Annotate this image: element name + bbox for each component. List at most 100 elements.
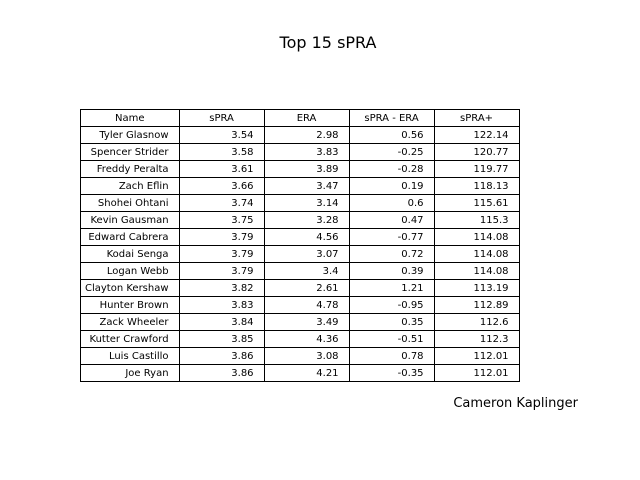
cell-spra-plus: 115.3 xyxy=(433,211,520,229)
cell-spra-minus-era: 0.47 xyxy=(348,211,435,229)
cell-spra: 3.83 xyxy=(178,296,265,314)
cell-spra-plus: 120.77 xyxy=(433,143,520,161)
cell-name: Logan Webb xyxy=(80,262,180,280)
cell-spra-plus: 114.08 xyxy=(433,228,520,246)
cell-spra-minus-era: -0.28 xyxy=(348,160,435,178)
table-row: Tyler Glasnow 3.54 2.98 0.56 122.14 xyxy=(80,126,520,144)
column-header-spra-plus: sPRA+ xyxy=(433,109,520,127)
cell-spra: 3.54 xyxy=(178,126,265,144)
cell-spra-minus-era: 0.72 xyxy=(348,245,435,263)
table-row: Joe Ryan 3.86 4.21 -0.35 112.01 xyxy=(80,364,520,382)
table-body: Tyler Glasnow 3.54 2.98 0.56 122.14 Spencer S… xyxy=(80,126,520,382)
header-row: Name sPRA ERA sPRA - ERA sPRA+ xyxy=(80,109,520,127)
table-row: Freddy Peralta 3.61 3.89 -0.28 119.77 xyxy=(80,160,520,178)
table-row: Kevin Gausman 3.75 3.28 0.47 115.3 xyxy=(80,211,520,229)
table-row: Edward Cabrera 3.79 4.56 -0.77 114.08 xyxy=(80,228,520,246)
cell-spra: 3.66 xyxy=(178,177,265,195)
cell-spra-minus-era: 0.6 xyxy=(348,194,435,212)
cell-spra: 3.79 xyxy=(178,245,265,263)
cell-spra: 3.85 xyxy=(178,330,265,348)
cell-name: Luis Castillo xyxy=(80,347,180,365)
cell-spra-plus: 112.01 xyxy=(433,364,520,382)
cell-spra: 3.61 xyxy=(178,160,265,178)
cell-era: 3.14 xyxy=(263,194,350,212)
table-row: Kutter Crawford 3.85 4.36 -0.51 112.3 xyxy=(80,330,520,348)
cell-era: 4.36 xyxy=(263,330,350,348)
column-header-era: ERA xyxy=(263,109,350,127)
cell-name: Hunter Brown xyxy=(80,296,180,314)
cell-spra-minus-era: 0.78 xyxy=(348,347,435,365)
column-header-spra-minus-era: sPRA - ERA xyxy=(348,109,435,127)
cell-spra-minus-era: -0.77 xyxy=(348,228,435,246)
cell-spra-plus: 112.89 xyxy=(433,296,520,314)
cell-spra: 3.74 xyxy=(178,194,265,212)
cell-spra-plus: 112.3 xyxy=(433,330,520,348)
cell-era: 3.49 xyxy=(263,313,350,331)
chart-title: Top 15 sPRA xyxy=(279,33,377,52)
cell-spra-minus-era: 0.35 xyxy=(348,313,435,331)
cell-era: 3.28 xyxy=(263,211,350,229)
cell-spra-plus: 112.01 xyxy=(433,347,520,365)
column-header-name: Name xyxy=(80,109,180,127)
cell-spra-minus-era: 0.39 xyxy=(348,262,435,280)
cell-era: 2.61 xyxy=(263,279,350,297)
cell-name: Clayton Kershaw xyxy=(80,279,180,297)
cell-spra-plus: 122.14 xyxy=(433,126,520,144)
cell-era: 3.07 xyxy=(263,245,350,263)
cell-era: 3.4 xyxy=(263,262,350,280)
cell-name: Joe Ryan xyxy=(80,364,180,382)
cell-spra: 3.82 xyxy=(178,279,265,297)
cell-era: 3.83 xyxy=(263,143,350,161)
cell-name: Kodai Senga xyxy=(80,245,180,263)
column-header-spra: sPRA xyxy=(178,109,265,127)
cell-name: Edward Cabrera xyxy=(80,228,180,246)
cell-name: Kutter Crawford xyxy=(80,330,180,348)
table-row: Luis Castillo 3.86 3.08 0.78 112.01 xyxy=(80,347,520,365)
cell-name: Zack Wheeler xyxy=(80,313,180,331)
cell-spra: 3.79 xyxy=(178,228,265,246)
cell-name: Shohei Ohtani xyxy=(80,194,180,212)
cell-spra: 3.58 xyxy=(178,143,265,161)
cell-era: 3.08 xyxy=(263,347,350,365)
cell-spra-minus-era: -0.95 xyxy=(348,296,435,314)
cell-spra: 3.86 xyxy=(178,364,265,382)
cell-spra: 3.75 xyxy=(178,211,265,229)
cell-spra-plus: 114.08 xyxy=(433,262,520,280)
cell-era: 4.21 xyxy=(263,364,350,382)
table-row: Logan Webb 3.79 3.4 0.39 114.08 xyxy=(80,262,520,280)
cell-spra-plus: 113.19 xyxy=(433,279,520,297)
table-row: Kodai Senga 3.79 3.07 0.72 114.08 xyxy=(80,245,520,263)
spra-table: Name sPRA ERA sPRA - ERA sPRA+ Tyler Gla… xyxy=(80,109,520,382)
cell-name: Zach Eflin xyxy=(80,177,180,195)
cell-spra-plus: 112.6 xyxy=(433,313,520,331)
cell-spra-plus: 119.77 xyxy=(433,160,520,178)
cell-era: 4.78 xyxy=(263,296,350,314)
cell-spra-minus-era: -0.51 xyxy=(348,330,435,348)
author-credit: Cameron Kaplinger xyxy=(453,396,578,411)
cell-era: 3.47 xyxy=(263,177,350,195)
cell-spra: 3.84 xyxy=(178,313,265,331)
cell-spra-minus-era: -0.35 xyxy=(348,364,435,382)
cell-spra-plus: 114.08 xyxy=(433,245,520,263)
table-row: Zack Wheeler 3.84 3.49 0.35 112.6 xyxy=(80,313,520,331)
cell-name: Spencer Strider xyxy=(80,143,180,161)
table-row: Shohei Ohtani 3.74 3.14 0.6 115.61 xyxy=(80,194,520,212)
cell-spra-plus: 118.13 xyxy=(433,177,520,195)
cell-era: 4.56 xyxy=(263,228,350,246)
cell-spra: 3.86 xyxy=(178,347,265,365)
cell-name: Kevin Gausman xyxy=(80,211,180,229)
cell-era: 2.98 xyxy=(263,126,350,144)
cell-spra-minus-era: 0.19 xyxy=(348,177,435,195)
cell-spra-plus: 115.61 xyxy=(433,194,520,212)
cell-name: Tyler Glasnow xyxy=(80,126,180,144)
cell-name: Freddy Peralta xyxy=(80,160,180,178)
cell-spra-minus-era: -0.25 xyxy=(348,143,435,161)
cell-spra: 3.79 xyxy=(178,262,265,280)
cell-spra-minus-era: 1.21 xyxy=(348,279,435,297)
table-row: Spencer Strider 3.58 3.83 -0.25 120.77 xyxy=(80,143,520,161)
table-row: Hunter Brown 3.83 4.78 -0.95 112.89 xyxy=(80,296,520,314)
cell-era: 3.89 xyxy=(263,160,350,178)
table-row: Zach Eflin 3.66 3.47 0.19 118.13 xyxy=(80,177,520,195)
cell-spra-minus-era: 0.56 xyxy=(348,126,435,144)
table-row: Clayton Kershaw 3.82 2.61 1.21 113.19 xyxy=(80,279,520,297)
